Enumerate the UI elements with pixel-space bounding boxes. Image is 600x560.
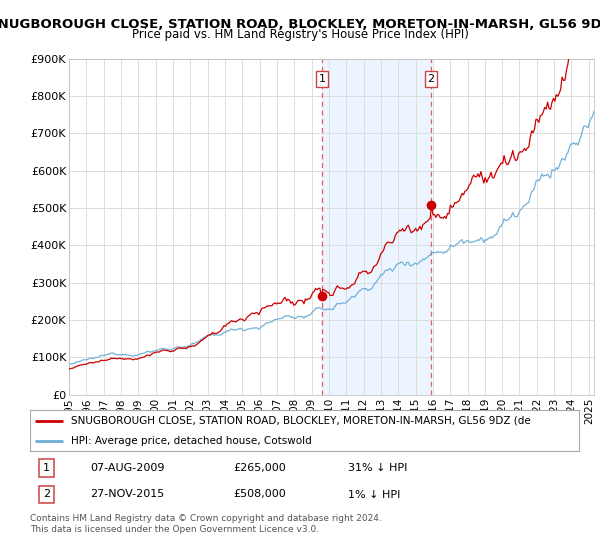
Bar: [322, 59, 431, 395]
Text: 07-AUG-2009: 07-AUG-2009: [91, 463, 165, 473]
Text: Contains HM Land Registry data © Crown copyright and database right 2024.: Contains HM Land Registry data © Crown c…: [30, 514, 382, 523]
Text: HPI: Average price, detached house, Cotswold: HPI: Average price, detached house, Cots…: [71, 436, 312, 446]
Text: SNUGBOROUGH CLOSE, STATION ROAD, BLOCKLEY, MORETON-IN-MARSH, GL56 9DZ: SNUGBOROUGH CLOSE, STATION ROAD, BLOCKLE…: [0, 18, 600, 31]
Text: 1: 1: [319, 74, 325, 84]
Text: £265,000: £265,000: [233, 463, 286, 473]
Text: 31% ↓ HPI: 31% ↓ HPI: [349, 463, 408, 473]
Text: £508,000: £508,000: [233, 489, 286, 500]
Text: 2: 2: [428, 74, 434, 84]
Text: Price paid vs. HM Land Registry's House Price Index (HPI): Price paid vs. HM Land Registry's House …: [131, 28, 469, 41]
Text: This data is licensed under the Open Government Licence v3.0.: This data is licensed under the Open Gov…: [30, 525, 319, 534]
Text: SNUGBOROUGH CLOSE, STATION ROAD, BLOCKLEY, MORETON-IN-MARSH, GL56 9DZ (de: SNUGBOROUGH CLOSE, STATION ROAD, BLOCKLE…: [71, 416, 531, 426]
Text: 27-NOV-2015: 27-NOV-2015: [91, 489, 164, 500]
Text: 2: 2: [43, 489, 50, 500]
Text: 1% ↓ HPI: 1% ↓ HPI: [349, 489, 401, 500]
Text: 1: 1: [43, 463, 50, 473]
